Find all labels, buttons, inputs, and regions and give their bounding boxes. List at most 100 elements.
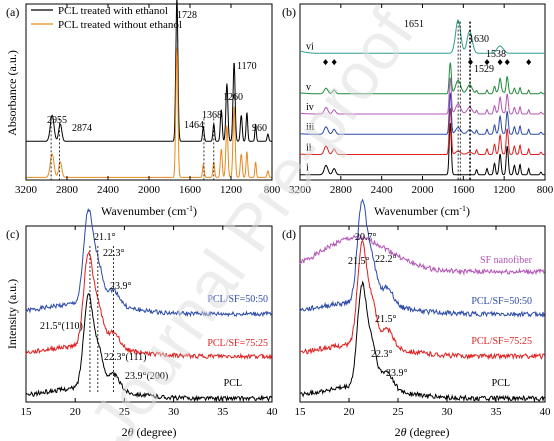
xtick-label: 20 [344, 406, 356, 418]
legend-a1: PCL treated with ethanol [58, 5, 168, 17]
xticks-c: 15 20 25 30 35 40 [21, 226, 279, 418]
diamond-marker [484, 59, 490, 66]
peak-1630: 1630 [469, 34, 489, 45]
xtick-label: 2800 [330, 184, 353, 196]
c-ann-211: 21.1° [94, 232, 116, 243]
xlabel-a: Wavenumber (cm-1) [101, 204, 197, 218]
label-d-pcl: PCL [492, 378, 510, 389]
xlabel-b: Wavenumber (cm-1) [374, 204, 470, 218]
traces-b [299, 19, 545, 180]
xtick-label: 2400 [371, 184, 394, 196]
ylabel-c: Intensity (a.u.) [5, 279, 19, 349]
xtick-label: 25 [393, 406, 405, 418]
xtick-label: 800 [264, 184, 281, 196]
panel-a-letter: (a) [6, 5, 19, 19]
series-label: iii [306, 122, 315, 133]
legend-a2: PCL treated without ethanol [58, 19, 182, 31]
diamond-marker [331, 59, 337, 66]
xtick-label: 1600 [452, 184, 475, 196]
peak-1651: 1651 [404, 19, 424, 30]
series-line [299, 240, 546, 361]
traces-d [299, 198, 546, 403]
diamond-marker [497, 59, 503, 66]
series-label: i [306, 163, 309, 174]
label-d-5050: PCL/SF=50:50 [471, 296, 532, 307]
xtick-label: 2800 [56, 184, 79, 196]
xtick-label: 2000 [138, 184, 161, 196]
peak-1529: 1529 [474, 64, 494, 75]
diamond-marker [467, 59, 473, 66]
xtick-label: 35 [217, 406, 229, 418]
traces-c [25, 207, 273, 403]
series-line [299, 19, 545, 54]
label-c-7525: PCL/SF=75:25 [207, 338, 268, 349]
xtick-label: 2400 [97, 184, 120, 196]
peak-1464: 1464 [184, 120, 204, 131]
panel-c: (c) Intensity (a.u.) 15 20 25 30 35 40 PCL/SF… [5, 207, 279, 418]
diamond-marker [504, 59, 510, 66]
series-line [299, 280, 545, 403]
series-line [25, 207, 273, 318]
panel-c-frame [25, 225, 273, 403]
c-ann-223: 22.3° [103, 248, 125, 259]
c-ann-223-111: 22.3°(111) [104, 352, 146, 363]
peak-labels-b: 1651 1630 1538 1529 [404, 19, 506, 75]
xtick-label: 1600 [179, 184, 202, 196]
xtick-label: 2000 [412, 184, 435, 196]
peak-1538: 1538 [486, 49, 506, 60]
panel-d-frame [299, 225, 546, 403]
series-line [26, 0, 272, 142]
series-label: iv [306, 102, 314, 113]
d-ann-215a: 21.5° [348, 256, 370, 267]
series-line [300, 122, 545, 176]
peak-labels-a: 2955 2874 1728 1464 1368 1260 1170 960 [47, 10, 267, 134]
diamond-marker [323, 59, 329, 66]
series-line [300, 92, 545, 135]
xlabel-d: 2θ (degree) [395, 425, 450, 439]
xticks-d: 15 20 25 30 35 40 [295, 226, 552, 418]
xtick-label: 3200 [15, 184, 38, 196]
d-ann-207: 20.7° [355, 232, 377, 243]
peak-1728: 1728 [177, 10, 197, 21]
diamond-marker [526, 59, 532, 66]
peak-2955: 2955 [47, 115, 67, 126]
xtick-label: 30 [168, 406, 180, 418]
xtick-label: 20 [70, 406, 82, 418]
xtick-label: 40 [267, 406, 279, 418]
panel-d-letter: (d) [282, 227, 296, 241]
ylabel-a: Absorbance (a.u.) [5, 50, 19, 136]
xtick-label: 15 [295, 406, 307, 418]
d-ann-222: 22.2° [375, 254, 397, 265]
series-label: ii [306, 142, 312, 153]
xtick-label: 40 [540, 406, 552, 418]
series-line [299, 198, 546, 318]
label-c-5050: PCL/SF=50:50 [207, 294, 268, 305]
series-line [25, 293, 273, 403]
c-ann-215-110: 21.5°(110) [40, 321, 83, 332]
xtick-label: 3200 [289, 184, 312, 196]
xtick-label: 30 [442, 406, 454, 418]
panel-b: (b) 3200 2800 2400 2000 1600 1200 800 iiiiiiiv… [282, 3, 554, 196]
series-line [300, 62, 545, 95]
xtick-label: 35 [491, 406, 503, 418]
xlabel-c: 2θ (degree) [122, 425, 177, 439]
series-line [299, 77, 545, 115]
series-line [300, 107, 545, 155]
label-d-7525: PCL/SF=75:25 [471, 336, 532, 347]
panel-a: (a) Absorbance (a.u.) PCL treated with e… [5, 0, 281, 196]
d-ann-215b: 21.5° [375, 314, 397, 325]
label-d-sf: SF nanofiber [480, 255, 533, 266]
xtick-label: 1200 [220, 184, 243, 196]
series-line [25, 251, 273, 360]
panel-b-letter: (b) [282, 5, 296, 19]
c-ann-239-200: 23.9°(200) [125, 371, 168, 382]
peak-1368: 1368 [202, 110, 222, 121]
peak-1260: 1260 [223, 92, 243, 103]
series-label: vi [306, 41, 314, 52]
xticks-b: 3200 2800 2400 2000 1600 1200 800 [289, 4, 554, 196]
xtick-label: 800 [537, 184, 554, 196]
d-ann-239: 23.9° [386, 368, 408, 379]
label-c-pcl: PCL [224, 378, 242, 389]
